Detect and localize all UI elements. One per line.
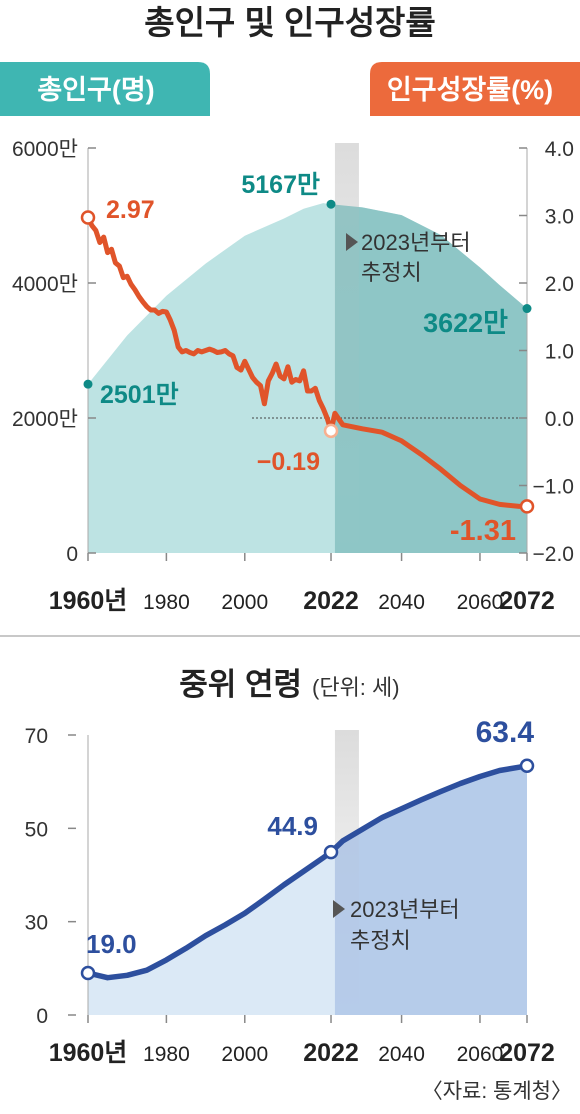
growth-rate-marker (519, 499, 535, 514)
y-tick-label: 0 (36, 1005, 48, 1028)
right-tick-label: 2.0 (545, 273, 574, 296)
median-age-label: 19.0 (86, 929, 137, 959)
population-label: 5167만 (241, 171, 320, 199)
x-tick-label: 2060 (457, 1043, 504, 1066)
x-tick-label: 2040 (378, 1043, 425, 1066)
right-tick-label: 1.0 (545, 341, 574, 364)
median-age-label: 44.9 (267, 811, 318, 841)
population-marker (83, 379, 93, 389)
projection-note-line1: 2023년부터 (350, 897, 460, 922)
projection-region (334, 203, 527, 553)
growth-rate-marker (323, 423, 339, 439)
x-tick-label: 1960년 (49, 1039, 128, 1067)
growth-rate-marker (80, 210, 96, 225)
chart-title: 중위 연령 (179, 667, 302, 702)
x-tick-label: 2022 (303, 587, 359, 615)
right-tick-label: 4.0 (545, 138, 574, 161)
x-tick-label: 1960년 (49, 587, 128, 615)
population-label: 2501만 (100, 381, 179, 409)
median-age-marker (519, 758, 535, 774)
x-tick-label: 2000 (221, 1043, 268, 1066)
left-tick-label: 6000만 (12, 138, 78, 161)
y-tick-label: 70 (25, 725, 48, 748)
projection-note-line2: 추정치 (350, 928, 411, 953)
median-age-marker (323, 844, 339, 860)
x-tick-label: 2022 (303, 1039, 359, 1067)
left-axis-label: 총인구(명) (37, 75, 154, 105)
right-axis-label: 인구성장률(%) (387, 75, 553, 105)
right-tick-label: −1.0 (533, 476, 574, 499)
x-tick-label: 2072 (499, 587, 555, 615)
projection-note-line1: 2023년부터 (361, 230, 471, 255)
population-marker (522, 304, 532, 314)
median-age-label: 63.4 (476, 716, 535, 749)
left-tick-label: 4000만 (12, 273, 78, 296)
left-tick-label: 2000만 (12, 408, 78, 431)
y-tick-label: 50 (25, 818, 48, 841)
projection-note-line2: 추정치 (361, 260, 422, 285)
right-axis-header (370, 62, 580, 116)
population-marker (326, 199, 336, 209)
left-axis-header (0, 62, 210, 116)
source-note: 〈자료: 통계청〉 (422, 1080, 572, 1103)
x-tick-label: 1980 (143, 591, 190, 614)
x-tick-label: 2072 (499, 1039, 555, 1067)
chart-title: 총인구 및 인구성장률 (144, 4, 436, 41)
x-tick-label: 1980 (143, 1043, 190, 1066)
growth-rate-label: -1.31 (450, 515, 516, 547)
right-tick-label: −2.0 (533, 543, 574, 566)
median-age-marker (80, 965, 96, 981)
x-tick-label: 2060 (457, 591, 504, 614)
x-tick-label: 2040 (378, 591, 425, 614)
median-age-line (85, 763, 530, 981)
y-tick-label: 30 (25, 912, 48, 935)
left-tick-label: 0 (66, 543, 78, 566)
growth-rate-label: −0.19 (257, 448, 320, 476)
population-label: 3622만 (423, 308, 508, 338)
chart-subtitle: (단위: 세) (312, 675, 400, 700)
growth-rate-label: 2.97 (106, 196, 155, 224)
x-tick-label: 2000 (221, 591, 268, 614)
right-tick-label: 0.0 (545, 408, 574, 431)
right-tick-label: 3.0 (545, 206, 574, 229)
projection-arrow (346, 233, 358, 251)
projection-arrow (333, 900, 345, 918)
